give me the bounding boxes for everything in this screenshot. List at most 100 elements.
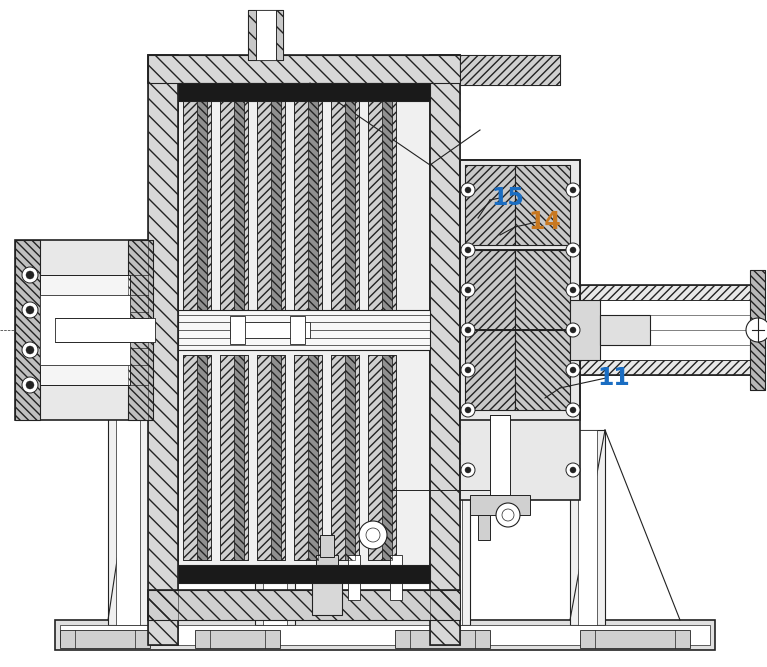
Bar	[234, 355, 244, 560]
Bar	[234, 355, 244, 560]
Bar	[60, 630, 150, 648]
Bar	[308, 355, 318, 560]
Bar	[316, 555, 338, 577]
Bar	[220, 355, 248, 560]
Bar	[515, 250, 570, 330]
Bar	[183, 100, 211, 315]
Bar	[331, 355, 359, 560]
Circle shape	[566, 183, 580, 197]
Circle shape	[22, 342, 38, 358]
Bar	[465, 250, 515, 330]
Circle shape	[465, 467, 471, 473]
Bar	[430, 55, 460, 645]
Bar	[148, 55, 460, 83]
Bar	[515, 165, 570, 245]
Bar	[148, 55, 460, 83]
Bar	[197, 100, 207, 315]
Circle shape	[26, 381, 34, 389]
Bar	[460, 160, 580, 250]
Circle shape	[566, 283, 580, 297]
Bar	[257, 355, 285, 560]
Bar	[580, 300, 765, 360]
Bar	[460, 55, 560, 85]
Circle shape	[465, 247, 471, 253]
Bar	[345, 355, 355, 560]
Bar	[438, 355, 462, 625]
Bar	[368, 100, 396, 315]
Bar	[40, 275, 130, 385]
Bar	[490, 415, 510, 495]
Bar	[271, 355, 281, 560]
Circle shape	[746, 318, 767, 342]
Bar	[430, 55, 460, 645]
Bar	[55, 318, 155, 342]
Bar	[230, 322, 310, 338]
Bar	[331, 355, 359, 560]
Bar	[55, 620, 715, 650]
Circle shape	[496, 503, 520, 527]
Circle shape	[570, 367, 576, 373]
Bar	[290, 316, 305, 344]
Circle shape	[461, 183, 475, 197]
Bar	[257, 100, 285, 315]
Bar	[220, 100, 248, 315]
Bar	[230, 316, 245, 344]
Bar	[234, 100, 244, 315]
Circle shape	[461, 463, 475, 477]
Bar	[248, 10, 256, 60]
Bar	[345, 355, 355, 560]
Bar	[460, 160, 580, 500]
Bar	[308, 355, 318, 560]
Bar	[460, 330, 580, 420]
Bar	[128, 240, 153, 420]
Bar	[263, 355, 287, 625]
Bar	[252, 10, 279, 60]
Bar	[368, 355, 396, 560]
Circle shape	[570, 287, 576, 293]
Bar	[600, 315, 650, 345]
Circle shape	[465, 187, 471, 193]
Bar	[395, 630, 490, 648]
Bar	[294, 100, 322, 315]
Bar	[148, 55, 178, 645]
Circle shape	[566, 363, 580, 377]
Circle shape	[461, 363, 475, 377]
Circle shape	[570, 187, 576, 193]
Bar	[580, 630, 690, 648]
Bar	[178, 350, 430, 570]
Bar	[257, 355, 285, 560]
Bar	[276, 10, 283, 60]
Bar	[465, 250, 515, 330]
Bar	[234, 100, 244, 315]
Bar	[40, 295, 130, 365]
Bar	[331, 100, 359, 315]
Bar	[15, 240, 40, 420]
Bar	[178, 310, 430, 350]
Circle shape	[465, 327, 471, 333]
Bar	[465, 165, 515, 245]
Bar	[331, 100, 359, 315]
Bar	[148, 590, 460, 620]
Bar	[368, 100, 396, 315]
Bar	[178, 83, 430, 323]
Circle shape	[566, 243, 580, 257]
Bar	[515, 250, 570, 330]
Bar	[345, 100, 355, 315]
Circle shape	[461, 323, 475, 337]
Bar	[178, 83, 430, 101]
Bar	[148, 55, 460, 83]
Circle shape	[465, 287, 471, 293]
Circle shape	[461, 283, 475, 297]
Bar	[294, 355, 322, 560]
Bar	[390, 555, 402, 600]
Bar	[148, 590, 460, 620]
Bar	[515, 330, 570, 410]
Bar	[271, 100, 281, 315]
Bar	[276, 10, 283, 60]
Circle shape	[461, 243, 475, 257]
Bar	[382, 355, 392, 560]
Bar	[257, 100, 285, 315]
Circle shape	[26, 306, 34, 314]
Bar	[382, 355, 392, 560]
Text: 14: 14	[528, 210, 561, 234]
